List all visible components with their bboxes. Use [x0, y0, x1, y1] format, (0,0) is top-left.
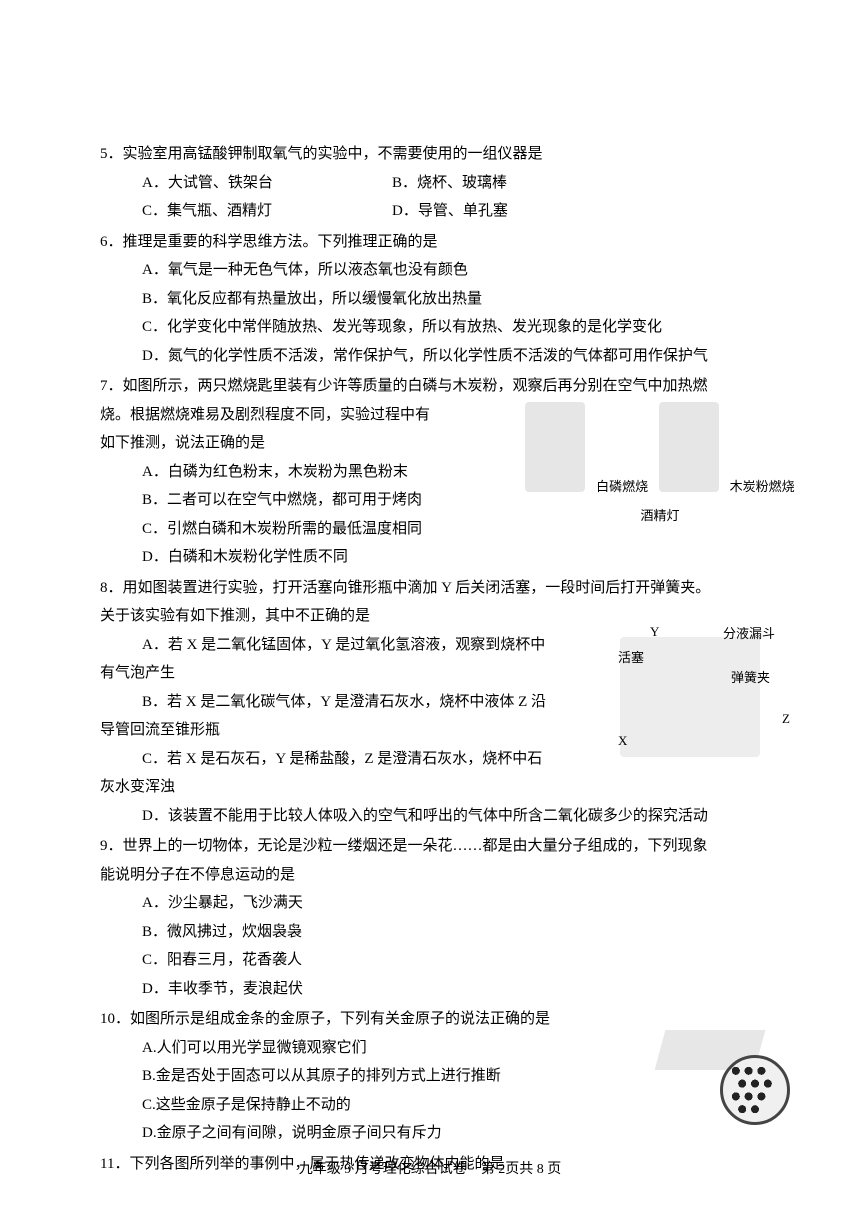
q5-opt-b: B．烧杯、玻璃棒: [392, 169, 760, 198]
page-footer: 九年级 9 月考理化综合试卷 第 2页共 8 页: [0, 1157, 860, 1184]
q9-stem1: 9．世界上的一切物体，无论是沙粒一缕烟还是一朵花……都是由大量分子组成的，下列现…: [100, 832, 760, 861]
q7-stem1: 7．如图所示，两只燃烧匙里装有少许等质量的白磷与木炭粉，观察后再分别在空气中加热…: [100, 372, 760, 401]
question-9: 9．世界上的一切物体，无论是沙粒一缕烟还是一朵花……都是由大量分子组成的，下列现…: [100, 832, 760, 1003]
q9-opt-b: B．微风拂过，炊烟袅袅: [142, 918, 760, 947]
q8-label-stopcock: 活塞: [618, 646, 644, 671]
q8-opt-d: D．该装置不能用于比较人体吸入的空气和呼出的气体中所含二氧化碳多少的探究活动: [100, 802, 760, 831]
q7-label-lamp: 酒精灯: [640, 508, 679, 523]
q7-label-right: 木炭粉燃烧: [730, 475, 795, 500]
q6-opt-d: D．氮气的化学性质不活泼，常作保护气，所以化学性质不活泼的气体都可用作保护气: [142, 342, 760, 371]
q6-opt-c: C．化学变化中常伴随放热、发光等现象，所以有放热、发光现象的是化学变化: [142, 313, 760, 342]
question-10: 10．如图所示是组成金条的金原子，下列有关金原子的说法正确的是 A.人们可以用光…: [100, 1005, 760, 1148]
q9-options: A．沙尘暴起，飞沙满天 B．微风拂过，炊烟袅袅 C．阳春三月，花香袭人 D．丰收…: [100, 889, 760, 1003]
q9-opt-c: C．阳春三月，花香袭人: [142, 946, 760, 975]
q5-opt-c: C．集气瓶、酒精灯: [142, 197, 392, 226]
q5-options-row2: C．集气瓶、酒精灯 D．导管、单孔塞: [100, 197, 760, 226]
q8-label-funnel: 分液漏斗: [723, 622, 775, 647]
q5-stem: 5．实验室用高锰酸钾制取氧气的实验中，不需要使用的一组仪器是: [100, 140, 760, 169]
q9-opt-d: D．丰收季节，麦浪起伏: [142, 975, 760, 1004]
q10-figure: [650, 1025, 790, 1133]
q6-options: A．氧气是一种无色气体，所以液态氧也没有颜色 B．氧化反应都有热量放出，所以缓慢…: [100, 256, 760, 370]
q5-opt-a: A．大试管、铁架台: [142, 169, 392, 198]
q8-stem1: 8．用如图装置进行实验，打开活塞向锥形瓶中滴加 Y 后关闭活塞，一段时间后打开弹…: [100, 574, 760, 603]
q7-opt-d: D．白磷和木炭粉化学性质不同: [142, 543, 760, 572]
q9-stem2: 能说明分子在不停息运动的是: [100, 861, 760, 890]
q8-figure: Y 分液漏斗 活塞 弹簧夹 X Z: [610, 622, 790, 762]
q5-options-row1: A．大试管、铁架台 B．烧杯、玻璃棒: [100, 169, 760, 198]
magnifier-atoms-icon: [720, 1055, 790, 1125]
q8-label-y: Y: [650, 620, 659, 645]
question-7: 7．如图所示，两只燃烧匙里装有少许等质量的白磷与木炭粉，观察后再分别在空气中加热…: [100, 372, 760, 572]
burner-left-icon: [525, 402, 585, 492]
q6-opt-b: B．氧化反应都有热量放出，所以缓慢氧化放出热量: [142, 285, 760, 314]
q6-stem: 6．推理是重要的科学思维方法。下列推理正确的是: [100, 228, 760, 257]
q7-label-left: 白磷燃烧: [596, 475, 648, 500]
burner-right-icon: [659, 402, 719, 492]
q8-label-z: Z: [782, 707, 790, 732]
q9-opt-a: A．沙尘暴起，飞沙满天: [142, 889, 760, 918]
q6-opt-a: A．氧气是一种无色气体，所以液态氧也没有颜色: [142, 256, 760, 285]
q8-label-x: X: [618, 729, 627, 754]
question-8: 8．用如图装置进行实验，打开活塞向锥形瓶中滴加 Y 后关闭活塞，一段时间后打开弹…: [100, 574, 760, 831]
q8-opt-c2: 灰水变浑浊: [100, 773, 760, 802]
q8-label-clamp: 弹簧夹: [731, 666, 770, 691]
question-6: 6．推理是重要的科学思维方法。下列推理正确的是 A．氧气是一种无色气体，所以液态…: [100, 228, 760, 371]
q7-figure: 白磷燃烧 木炭粉燃烧 酒精灯: [520, 402, 800, 528]
question-5: 5．实验室用高锰酸钾制取氧气的实验中，不需要使用的一组仪器是 A．大试管、铁架台…: [100, 140, 760, 226]
q5-opt-d: D．导管、单孔塞: [392, 197, 760, 226]
